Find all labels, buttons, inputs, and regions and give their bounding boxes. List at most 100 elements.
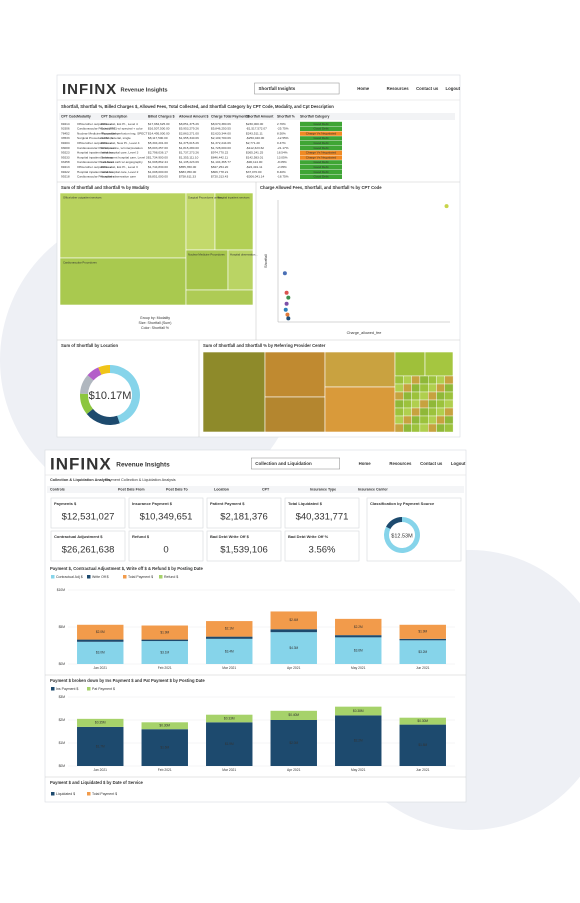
- table-cell: $1,608,862.44: [148, 160, 168, 164]
- table-cell: -$90,114.00: [246, 160, 263, 164]
- treemap-tile: [394, 423, 404, 433]
- table-cell: Initial hospital care, Level 2: [101, 170, 139, 174]
- table-cell: -$112,323.62: [246, 146, 264, 150]
- table-header: CPT Description: [101, 114, 127, 118]
- filter-label[interactable]: Post Date To: [166, 487, 189, 491]
- filter-label[interactable]: Post Date From: [118, 487, 145, 491]
- table-cell: $1,372,244.06: [211, 141, 231, 145]
- nav-link[interactable]: Contact us: [420, 461, 443, 466]
- table-cell: Office visit, New Pt., Level 4: [101, 141, 140, 145]
- table-cell: Office visit, Est Pt., Level 4: [101, 122, 138, 126]
- bar-segment: [77, 726, 124, 766]
- table-cell: $1,008,000.00: [148, 170, 168, 174]
- table-cell: 99214: [61, 122, 70, 126]
- dropdown-value[interactable]: Collection and Liquidation: [255, 461, 312, 466]
- table-cell: 93306: [61, 127, 70, 131]
- dropdown[interactable]: [254, 82, 340, 95]
- bar-segment: [77, 718, 124, 727]
- treemap-tile: [419, 375, 429, 385]
- treemap-block: [202, 351, 266, 433]
- treemap-block: [324, 386, 396, 433]
- table-cell: -8.05%: [277, 160, 287, 164]
- nav-link[interactable]: Logout: [445, 86, 460, 91]
- kpi-card: [206, 530, 282, 562]
- treemap-tile: [419, 383, 429, 393]
- table-cell: $1,737,273.26: [179, 151, 199, 155]
- table-cell: CABG, arterial, single: [101, 136, 131, 140]
- treemap-tile: [444, 423, 454, 433]
- treemap-block: [424, 351, 454, 377]
- table-cell: $1,734,900.00: [148, 155, 168, 159]
- x-tick-label: Jan 2021: [93, 768, 107, 772]
- table-cell: $243,511.11: [246, 131, 263, 135]
- nav-link[interactable]: Home: [357, 86, 370, 91]
- category-label: Good Debt: [314, 170, 329, 174]
- x-tick-label: May 2021: [351, 768, 366, 772]
- kpi-card: [284, 530, 360, 562]
- bar-value-label: $0.40M: [288, 713, 299, 717]
- bar-value-label: $2.0M: [96, 630, 105, 634]
- table-cell: 8.50%: [277, 131, 286, 135]
- table-cell: $1,104,365.77: [211, 160, 231, 164]
- kpi-value: 0: [163, 545, 168, 556]
- table-cell: $5,846,250.55: [211, 127, 231, 131]
- category-cell: [300, 160, 342, 165]
- chart-title: Payment $ broken down by Ins Payment $ a…: [50, 678, 205, 683]
- filter-label[interactable]: Insurance Carrier: [358, 487, 388, 491]
- dropdown-value[interactable]: Shortfall Insights: [258, 86, 295, 91]
- treemap-tile: [444, 415, 454, 425]
- y-tick-label: $1M: [59, 741, 66, 745]
- bar-segment: [270, 629, 317, 633]
- treemap-tile: [411, 383, 421, 393]
- table-cell: 0.47%: [277, 141, 286, 145]
- x-tick-label: Feb 2021: [158, 666, 172, 670]
- bar-value-label: $4.3M: [289, 646, 298, 650]
- kpi-label: Insurance Payment $: [132, 501, 173, 506]
- legend-swatch: [87, 575, 91, 579]
- table-cell: 99213: [61, 165, 70, 169]
- bar-segment: [335, 715, 382, 766]
- nav-link[interactable]: Home: [359, 461, 372, 466]
- legend-swatch: [159, 575, 163, 579]
- treemap-block: [185, 192, 216, 251]
- table-cell: 18.54%: [277, 151, 288, 155]
- legend-label: Ins Payment $: [56, 687, 78, 691]
- treemap-tile: [394, 415, 404, 425]
- legend-label: Total Payment $: [92, 792, 117, 796]
- table-cell: 99218: [61, 175, 70, 179]
- dropdown[interactable]: [251, 457, 340, 470]
- tab[interactable]: Payment Collection & Liquidation Analysi…: [105, 478, 176, 482]
- table-cell: Office/other outpatient se...: [77, 122, 114, 126]
- kpi-card: [284, 497, 360, 529]
- treemap-label: Cardiovascular Procedures: [63, 261, 97, 265]
- nav-link[interactable]: Resources: [387, 86, 410, 91]
- treemap-tile: [428, 407, 437, 417]
- filter-label[interactable]: Insurance Type: [310, 487, 336, 491]
- tab[interactable]: Collection & Liquidation Analysis: [50, 478, 110, 482]
- filter-label[interactable]: Location: [214, 487, 229, 491]
- table-cell: $14,495,000.00: [148, 131, 170, 135]
- treemap-label: Office/other outpatient services: [63, 196, 102, 200]
- nav-link[interactable]: Logout: [451, 461, 466, 466]
- logo-subtitle: Revenue Insights: [116, 462, 170, 469]
- table-cell: $855,350.00: [179, 165, 196, 169]
- legend-swatch: [87, 792, 91, 796]
- bar-segment: [77, 641, 124, 664]
- legend-label: Pat Payment $: [92, 687, 115, 691]
- nav-link[interactable]: Resources: [389, 461, 412, 466]
- filter-label[interactable]: CPT: [262, 487, 270, 491]
- table-cell: $17,984,625.00: [148, 122, 170, 126]
- table-cell: $8,851,375.26: [179, 122, 199, 126]
- treemap-tile: [394, 391, 404, 401]
- table-cell: $1,744,830.00: [148, 165, 168, 169]
- table-cell: Cardiovascular Procedures: [77, 160, 115, 164]
- table-cell: $8,670,380.06: [211, 122, 231, 126]
- table-cell: $365,241.25: [246, 151, 263, 155]
- nav-link[interactable]: Contact us: [416, 86, 439, 91]
- filter-label[interactable]: Controls: [50, 487, 65, 491]
- table-cell: Echo (TTE) w/ spectral + color: [101, 127, 143, 131]
- table-cell: $1,955,340.06: [179, 136, 199, 140]
- treemap-tile: [444, 383, 454, 393]
- kpi-card: [50, 530, 126, 562]
- donut-segment: [110, 365, 141, 424]
